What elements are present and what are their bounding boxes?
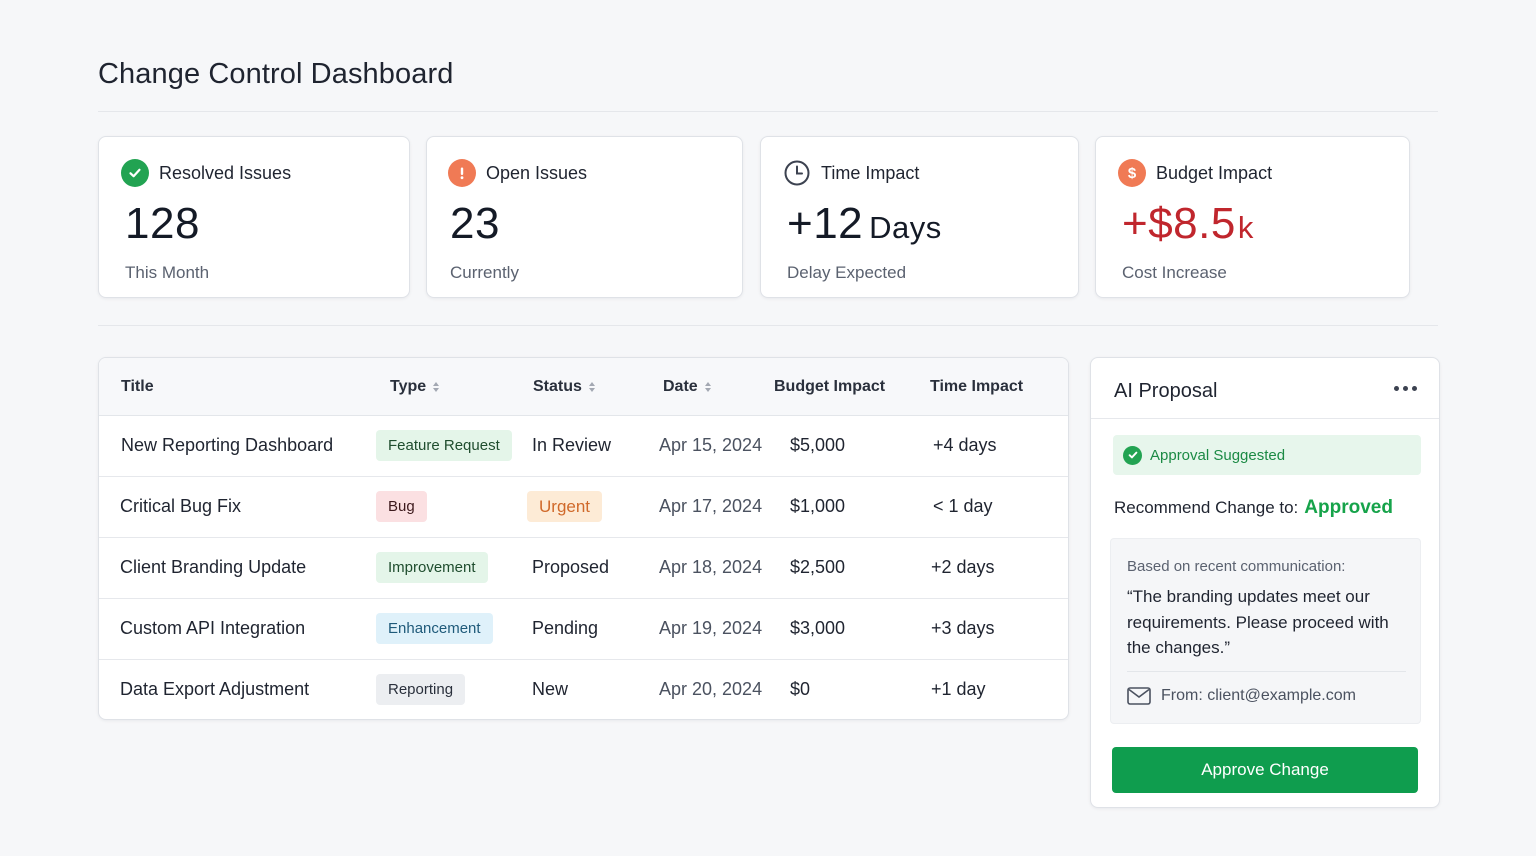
row-title: Data Export Adjustment (120, 679, 310, 699)
more-horizontal-icon[interactable] (1392, 380, 1419, 397)
stat-label: Open Issues (486, 162, 588, 183)
row-time: +2 days (931, 557, 995, 577)
row-title: Custom API Integration (120, 618, 306, 638)
row-title: Critical Bug Fix (120, 496, 242, 516)
column-header-title[interactable]: Title (121, 378, 154, 395)
table-row[interactable]: Critical Bug Fix Bug Urgent Apr 17, 2024… (99, 477, 1068, 538)
stat-value: 128 (125, 199, 200, 248)
row-time: < 1 day (933, 496, 993, 516)
row-date: Apr 20, 2024 (659, 679, 763, 699)
row-budget: $5,000 (790, 435, 846, 455)
page-title: Change Control Dashboard (98, 58, 454, 90)
table-row[interactable]: New Reporting Dashboard Feature Request … (99, 416, 1068, 477)
panel-title: AI Proposal (1114, 380, 1218, 402)
stat-sub: This Month (125, 263, 210, 282)
stat-label: Budget Impact (1156, 162, 1273, 183)
header-divider (98, 111, 1438, 112)
type-badge: Improvement (376, 552, 488, 583)
change-requests-table: Title Type Status Date Budget Impact Tim… (98, 357, 1069, 720)
sort-icon (432, 381, 440, 393)
communication-quote: “The branding updates meet our requireme… (1127, 587, 1389, 657)
column-header-date[interactable]: Date (663, 378, 712, 396)
row-title: New Reporting Dashboard (121, 435, 334, 455)
alert-circle-icon (448, 159, 476, 187)
communication-divider (1127, 671, 1406, 672)
stat-value: 23 (450, 199, 500, 248)
row-date: Apr 17, 2024 (659, 496, 763, 516)
table-row[interactable]: Client Branding Update Improvement Propo… (99, 538, 1068, 599)
status-text: New (532, 679, 569, 699)
row-date: Apr 15, 2024 (659, 435, 763, 455)
row-budget: $2,500 (790, 557, 846, 577)
table-header: Title Type Status Date Budget Impact Tim… (99, 358, 1068, 416)
stat-card-time: Time Impact +12 Days Delay Expected (760, 136, 1079, 298)
stat-label: Resolved Issues (159, 162, 292, 183)
sort-icon (704, 381, 712, 393)
row-time: +3 days (931, 618, 995, 638)
check-circle-icon (121, 159, 149, 187)
row-time: +1 day (931, 679, 986, 699)
recommendation: Recommend Change to: Approved (1114, 497, 1393, 519)
column-header-type[interactable]: Type (390, 378, 440, 396)
column-header-status[interactable]: Status (533, 378, 596, 396)
row-budget: $1,000 (790, 496, 846, 516)
section-divider (98, 325, 1438, 326)
type-badge: Enhancement (376, 613, 493, 644)
stat-value: +12 Days (787, 199, 942, 248)
stat-label: Time Impact (821, 162, 920, 183)
clock-icon (783, 159, 811, 187)
column-header-budget[interactable]: Budget Impact (774, 378, 886, 395)
approval-suggested-banner: Approval Suggested (1113, 435, 1421, 475)
row-budget: $0 (790, 679, 811, 699)
suggestion-label: Approval Suggested (1150, 446, 1286, 464)
stat-sub: Delay Expected (787, 263, 907, 282)
communication-intro: Based on recent communication: (1127, 558, 1346, 575)
recommend-label: Recommend Change to: (1114, 498, 1299, 517)
row-date: Apr 19, 2024 (659, 618, 763, 638)
stat-card-budget: $ Budget Impact +$8.5k Cost Increase (1095, 136, 1410, 298)
stat-sub: Cost Increase (1122, 263, 1227, 282)
sender-email: From: client@example.com (1161, 687, 1356, 704)
column-header-time[interactable]: Time Impact (930, 378, 1024, 395)
panel-divider (1091, 418, 1439, 419)
ai-proposal-panel: AI Proposal Approval Suggested Recommend… (1090, 357, 1440, 808)
mail-icon (1127, 687, 1151, 705)
row-date: Apr 18, 2024 (659, 557, 763, 577)
dollar-circle-icon: $ (1118, 159, 1146, 187)
row-time: +4 days (933, 435, 997, 455)
status-text: Pending (532, 618, 599, 638)
status-badge: Urgent (527, 491, 603, 522)
communication-from: From: client@example.com (1127, 687, 1356, 705)
approve-change-button[interactable]: Approve Change (1112, 747, 1418, 793)
stat-card-open: Open Issues 23 Currently (426, 136, 743, 298)
status-text: Proposed (532, 557, 610, 577)
row-title: Client Branding Update (120, 557, 307, 577)
check-circle-icon (1123, 445, 1142, 465)
row-budget: $3,000 (790, 618, 846, 638)
stat-sub: Currently (450, 263, 519, 282)
sort-icon (588, 381, 596, 393)
type-badge: Reporting (376, 674, 466, 705)
status-text: In Review (532, 435, 612, 455)
table-row[interactable]: Custom API Integration Enhancement Pendi… (99, 599, 1068, 660)
recommend-value: Approved (1304, 497, 1393, 518)
stat-value: +$8.5k (1122, 199, 1254, 248)
communication-box: Based on recent communication: “The bran… (1110, 538, 1421, 724)
type-badge: Bug (376, 491, 427, 522)
stat-card-resolved: Resolved Issues 128 This Month (98, 136, 410, 298)
type-badge: Feature Request (376, 430, 512, 461)
table-row[interactable]: Data Export Adjustment Reporting New Apr… (99, 660, 1068, 719)
